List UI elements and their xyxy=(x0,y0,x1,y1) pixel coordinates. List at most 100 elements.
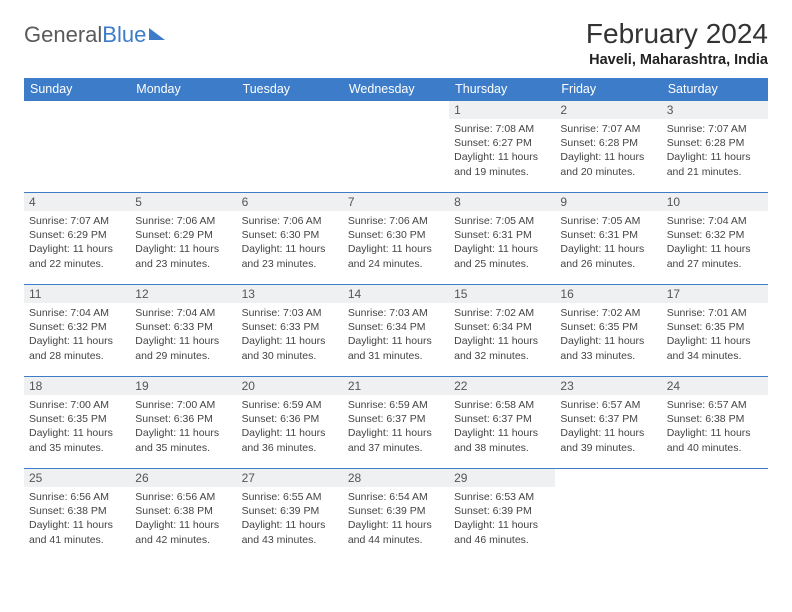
day-details: Sunrise: 7:02 AMSunset: 6:35 PMDaylight:… xyxy=(555,303,661,367)
calendar-day-cell: 20Sunrise: 6:59 AMSunset: 6:36 PMDayligh… xyxy=(237,377,343,469)
header: GeneralBlue February 2024 Haveli, Mahara… xyxy=(24,18,768,68)
day-number: 9 xyxy=(555,193,661,211)
day-number: 4 xyxy=(24,193,130,211)
day-details: Sunrise: 6:59 AMSunset: 6:37 PMDaylight:… xyxy=(343,395,449,459)
calendar-day-cell: 9Sunrise: 7:05 AMSunset: 6:31 PMDaylight… xyxy=(555,193,661,285)
day-number: 3 xyxy=(662,101,768,119)
day-details: Sunrise: 7:03 AMSunset: 6:33 PMDaylight:… xyxy=(237,303,343,367)
calendar-day-cell: 18Sunrise: 7:00 AMSunset: 6:35 PMDayligh… xyxy=(24,377,130,469)
location-label: Haveli, Maharashtra, India xyxy=(586,52,768,68)
weekday-header: Wednesday xyxy=(343,78,449,101)
day-details: Sunrise: 7:04 AMSunset: 6:32 PMDaylight:… xyxy=(24,303,130,367)
weekday-header: Friday xyxy=(555,78,661,101)
weekday-header: Sunday xyxy=(24,78,130,101)
day-details: Sunrise: 6:56 AMSunset: 6:38 PMDaylight:… xyxy=(130,487,236,551)
day-number: 10 xyxy=(662,193,768,211)
day-number: 12 xyxy=(130,285,236,303)
calendar-empty-cell xyxy=(24,101,130,193)
calendar-week-row: 25Sunrise: 6:56 AMSunset: 6:38 PMDayligh… xyxy=(24,469,768,561)
day-details: Sunrise: 7:06 AMSunset: 6:30 PMDaylight:… xyxy=(237,211,343,275)
day-number: 17 xyxy=(662,285,768,303)
day-details: Sunrise: 6:57 AMSunset: 6:37 PMDaylight:… xyxy=(555,395,661,459)
day-number: 29 xyxy=(449,469,555,487)
day-number: 1 xyxy=(449,101,555,119)
calendar-day-cell: 3Sunrise: 7:07 AMSunset: 6:28 PMDaylight… xyxy=(662,101,768,193)
day-number: 21 xyxy=(343,377,449,395)
calendar-day-cell: 4Sunrise: 7:07 AMSunset: 6:29 PMDaylight… xyxy=(24,193,130,285)
calendar-day-cell: 14Sunrise: 7:03 AMSunset: 6:34 PMDayligh… xyxy=(343,285,449,377)
day-number: 2 xyxy=(555,101,661,119)
day-number: 14 xyxy=(343,285,449,303)
calendar-day-cell: 13Sunrise: 7:03 AMSunset: 6:33 PMDayligh… xyxy=(237,285,343,377)
calendar-day-cell: 19Sunrise: 7:00 AMSunset: 6:36 PMDayligh… xyxy=(130,377,236,469)
day-details: Sunrise: 6:59 AMSunset: 6:36 PMDaylight:… xyxy=(237,395,343,459)
calendar-day-cell: 10Sunrise: 7:04 AMSunset: 6:32 PMDayligh… xyxy=(662,193,768,285)
calendar-day-cell: 28Sunrise: 6:54 AMSunset: 6:39 PMDayligh… xyxy=(343,469,449,561)
calendar-week-row: 4Sunrise: 7:07 AMSunset: 6:29 PMDaylight… xyxy=(24,193,768,285)
title-block: February 2024 Haveli, Maharashtra, India xyxy=(586,18,768,68)
day-details: Sunrise: 6:57 AMSunset: 6:38 PMDaylight:… xyxy=(662,395,768,459)
calendar-day-cell: 16Sunrise: 7:02 AMSunset: 6:35 PMDayligh… xyxy=(555,285,661,377)
calendar-empty-cell xyxy=(237,101,343,193)
calendar-day-cell: 29Sunrise: 6:53 AMSunset: 6:39 PMDayligh… xyxy=(449,469,555,561)
day-number: 7 xyxy=(343,193,449,211)
weekday-header: Tuesday xyxy=(237,78,343,101)
day-number: 20 xyxy=(237,377,343,395)
day-number: 15 xyxy=(449,285,555,303)
calendar-day-cell: 2Sunrise: 7:07 AMSunset: 6:28 PMDaylight… xyxy=(555,101,661,193)
day-details: Sunrise: 7:06 AMSunset: 6:30 PMDaylight:… xyxy=(343,211,449,275)
day-number: 25 xyxy=(24,469,130,487)
day-details: Sunrise: 6:55 AMSunset: 6:39 PMDaylight:… xyxy=(237,487,343,551)
day-details: Sunrise: 7:07 AMSunset: 6:28 PMDaylight:… xyxy=(555,119,661,183)
day-details: Sunrise: 7:05 AMSunset: 6:31 PMDaylight:… xyxy=(449,211,555,275)
calendar-empty-cell xyxy=(130,101,236,193)
day-number: 26 xyxy=(130,469,236,487)
day-details: Sunrise: 6:58 AMSunset: 6:37 PMDaylight:… xyxy=(449,395,555,459)
calendar-day-cell: 25Sunrise: 6:56 AMSunset: 6:38 PMDayligh… xyxy=(24,469,130,561)
day-details: Sunrise: 7:07 AMSunset: 6:29 PMDaylight:… xyxy=(24,211,130,275)
calendar-day-cell: 15Sunrise: 7:02 AMSunset: 6:34 PMDayligh… xyxy=(449,285,555,377)
calendar-grid: SundayMondayTuesdayWednesdayThursdayFrid… xyxy=(24,78,768,561)
month-title: February 2024 xyxy=(586,18,768,50)
day-details: Sunrise: 7:07 AMSunset: 6:28 PMDaylight:… xyxy=(662,119,768,183)
logo-triangle-icon xyxy=(149,28,165,40)
day-number: 6 xyxy=(237,193,343,211)
day-number: 28 xyxy=(343,469,449,487)
calendar-empty-cell xyxy=(555,469,661,561)
calendar-empty-cell xyxy=(343,101,449,193)
calendar-day-cell: 12Sunrise: 7:04 AMSunset: 6:33 PMDayligh… xyxy=(130,285,236,377)
day-details: Sunrise: 6:53 AMSunset: 6:39 PMDaylight:… xyxy=(449,487,555,551)
day-details: Sunrise: 7:02 AMSunset: 6:34 PMDaylight:… xyxy=(449,303,555,367)
day-number: 23 xyxy=(555,377,661,395)
calendar-day-cell: 6Sunrise: 7:06 AMSunset: 6:30 PMDaylight… xyxy=(237,193,343,285)
logo-text: GeneralBlue xyxy=(24,22,146,48)
day-details: Sunrise: 7:00 AMSunset: 6:36 PMDaylight:… xyxy=(130,395,236,459)
calendar-day-cell: 8Sunrise: 7:05 AMSunset: 6:31 PMDaylight… xyxy=(449,193,555,285)
day-details: Sunrise: 7:01 AMSunset: 6:35 PMDaylight:… xyxy=(662,303,768,367)
day-details: Sunrise: 7:04 AMSunset: 6:33 PMDaylight:… xyxy=(130,303,236,367)
calendar-day-cell: 26Sunrise: 6:56 AMSunset: 6:38 PMDayligh… xyxy=(130,469,236,561)
calendar-empty-cell xyxy=(662,469,768,561)
day-number: 5 xyxy=(130,193,236,211)
calendar-day-cell: 23Sunrise: 6:57 AMSunset: 6:37 PMDayligh… xyxy=(555,377,661,469)
day-number: 24 xyxy=(662,377,768,395)
day-details: Sunrise: 7:04 AMSunset: 6:32 PMDaylight:… xyxy=(662,211,768,275)
calendar-day-cell: 27Sunrise: 6:55 AMSunset: 6:39 PMDayligh… xyxy=(237,469,343,561)
calendar-day-cell: 24Sunrise: 6:57 AMSunset: 6:38 PMDayligh… xyxy=(662,377,768,469)
day-number: 19 xyxy=(130,377,236,395)
logo: GeneralBlue xyxy=(24,22,165,48)
day-number: 8 xyxy=(449,193,555,211)
calendar-day-cell: 7Sunrise: 7:06 AMSunset: 6:30 PMDaylight… xyxy=(343,193,449,285)
logo-text-2: Blue xyxy=(102,22,146,47)
weekday-header-row: SundayMondayTuesdayWednesdayThursdayFrid… xyxy=(24,78,768,101)
day-details: Sunrise: 6:56 AMSunset: 6:38 PMDaylight:… xyxy=(24,487,130,551)
logo-text-1: General xyxy=(24,22,102,47)
calendar-day-cell: 17Sunrise: 7:01 AMSunset: 6:35 PMDayligh… xyxy=(662,285,768,377)
day-number: 18 xyxy=(24,377,130,395)
calendar-day-cell: 22Sunrise: 6:58 AMSunset: 6:37 PMDayligh… xyxy=(449,377,555,469)
day-number: 13 xyxy=(237,285,343,303)
calendar-day-cell: 11Sunrise: 7:04 AMSunset: 6:32 PMDayligh… xyxy=(24,285,130,377)
day-number: 11 xyxy=(24,285,130,303)
calendar-day-cell: 21Sunrise: 6:59 AMSunset: 6:37 PMDayligh… xyxy=(343,377,449,469)
day-details: Sunrise: 7:05 AMSunset: 6:31 PMDaylight:… xyxy=(555,211,661,275)
